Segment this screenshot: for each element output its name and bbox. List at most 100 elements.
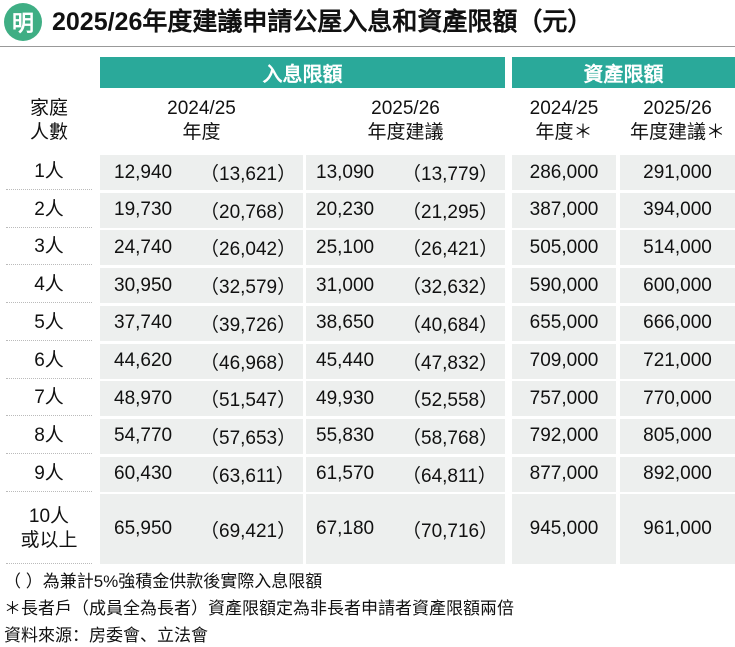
- column-header-line: 2024/25: [529, 98, 599, 119]
- asset-limit: 721,000: [643, 350, 712, 371]
- asset-limit: 655,000: [529, 312, 599, 334]
- asset-limit: 805,000: [643, 425, 712, 447]
- income-cell: 45,440 （47,832）: [306, 343, 505, 379]
- income-cell: 61,570 （64,811）: [306, 456, 505, 492]
- asset-limit: 945,000: [529, 518, 599, 540]
- income-cell: 19,730 （20,768）: [100, 192, 303, 228]
- income-cell: 38,650 （40,684）: [306, 305, 505, 341]
- income-limit: 38,650: [316, 312, 375, 334]
- asset-cell: 945,000: [512, 494, 616, 565]
- income-limit-with-mpf: （13,621）: [200, 164, 297, 185]
- column-header-line: 2025/26: [371, 98, 440, 119]
- asset-limit: 877,000: [529, 463, 599, 485]
- income-limit-with-mpf: （13,779）: [402, 164, 499, 185]
- asset-limit: 757,000: [529, 387, 599, 409]
- income-limit-with-mpf: （46,968）: [200, 352, 297, 374]
- income-limit: 54,770: [114, 425, 173, 447]
- column-header-line: 年度: [182, 122, 221, 143]
- income-cell: 30,950 （32,579）: [100, 268, 303, 304]
- asset-limit: 709,000: [529, 350, 599, 371]
- income-cell: 37,740 （39,726）: [100, 305, 303, 341]
- income-limit: 65,950: [114, 518, 173, 540]
- row-label: 10人 或以上: [6, 494, 92, 565]
- row-label: 5人: [6, 306, 92, 341]
- asset-limit: 394,000: [643, 199, 712, 221]
- income-limit-with-mpf: （32,579）: [200, 277, 297, 299]
- column-header: 2025/26 年度建議: [306, 92, 505, 150]
- footnote: 資料來源：房委會、立法會: [4, 621, 729, 647]
- income-cell: 65,950 （69,421）: [100, 494, 303, 565]
- column-header-line: 家庭: [29, 98, 68, 119]
- column-header: 2025/26 年度建議＊: [620, 92, 735, 150]
- asset-cell: 805,000: [620, 418, 735, 454]
- income-cell: 55,830 （58,768）: [306, 418, 505, 454]
- income-limit: 13,090: [316, 161, 375, 183]
- column-header-line: 年度＊: [535, 122, 593, 143]
- income-cell: 20,230 （21,295）: [306, 192, 505, 228]
- asset-cell: 961,000: [620, 494, 735, 565]
- row-label-line: 9人: [34, 462, 64, 484]
- row-label: 2人: [6, 193, 92, 228]
- income-limit: 30,950: [114, 274, 173, 296]
- asset-cell: 655,000: [512, 305, 616, 341]
- asset-limit: 600,000: [643, 274, 712, 296]
- asset-cell: 505,000: [512, 230, 616, 266]
- income-cell: 44,620 （46,968）: [100, 343, 303, 379]
- income-limit-with-mpf: （39,726）: [200, 314, 297, 336]
- asset-cell: 590,000: [512, 268, 616, 304]
- divider: [0, 46, 735, 47]
- asset-cell: 394,000: [620, 192, 735, 228]
- footnote: （ ）為兼計5%強積金供款後實際入息限額: [4, 567, 729, 593]
- income-limit: 12,940: [114, 161, 173, 183]
- income-cell: 67,180 （70,716）: [306, 494, 505, 565]
- group-header: 資產限額: [512, 57, 735, 88]
- income-limit-with-mpf: （58,768）: [402, 427, 499, 449]
- row-label: 6人: [6, 344, 92, 379]
- group-header-text: 資產限額: [583, 64, 664, 86]
- income-cell: 31,000 （32,632）: [306, 268, 505, 304]
- income-limit-with-mpf: （52,558）: [402, 390, 499, 412]
- income-limit: 20,230: [316, 199, 375, 221]
- income-cell: 24,740 （26,042）: [100, 230, 303, 266]
- income-limit-with-mpf: （26,042）: [200, 239, 297, 261]
- income-cell: 54,770 （57,653）: [100, 418, 303, 454]
- asset-cell: 291,000: [620, 155, 735, 190]
- income-cell: 48,970 （51,547）: [100, 381, 303, 417]
- row-label-line: 7人: [34, 387, 64, 409]
- row-label-line: 5人: [34, 311, 64, 333]
- asset-cell: 514,000: [620, 230, 735, 266]
- income-limit: 67,180: [316, 518, 375, 540]
- income-limit: 49,930: [316, 387, 375, 409]
- row-label-line: 2人: [34, 198, 64, 220]
- column-header-line: 2024/25: [167, 98, 236, 119]
- income-cell: 25,100 （26,421）: [306, 230, 505, 266]
- row-label-line: 6人: [34, 349, 64, 371]
- footnote: ＊長者戶（成員全為長者）資產限額定為非長者申請者資產限額兩倍: [4, 594, 729, 620]
- footnote-text: 資料來源：房委會、立法會: [4, 626, 208, 645]
- asset-cell: 709,000: [512, 343, 616, 379]
- row-label-line: 或以上: [20, 529, 78, 551]
- asset-cell: 286,000: [512, 155, 616, 190]
- income-limit: 25,100: [316, 236, 375, 258]
- income-limit-with-mpf: （47,832）: [402, 352, 499, 374]
- footnote-text: ＊長者戶（成員全為長者）資產限額定為非長者申請者資產限額兩倍: [4, 599, 514, 618]
- income-cell: 13,090 （13,779）: [306, 155, 505, 190]
- asset-cell: 877,000: [512, 456, 616, 492]
- income-limit-with-mpf: （26,421）: [402, 239, 499, 261]
- income-cell: 49,930 （52,558）: [306, 381, 505, 417]
- income-limit-with-mpf: （57,653）: [200, 427, 297, 449]
- income-limit-with-mpf: （51,547）: [200, 390, 297, 412]
- asset-limit: 590,000: [529, 274, 599, 296]
- asset-limit: 892,000: [643, 463, 712, 485]
- group-header-text: 入息限額: [262, 64, 343, 86]
- asset-limit: 291,000: [643, 161, 712, 183]
- column-header-line: 年度建議＊: [629, 122, 725, 143]
- row-label-line: 1人: [34, 161, 64, 182]
- column-header: 2024/25 年度: [100, 92, 303, 150]
- asset-cell: 600,000: [620, 268, 735, 304]
- asset-limit: 961,000: [643, 518, 712, 540]
- income-limit-with-mpf: （32,632）: [402, 277, 499, 299]
- row-label: 8人: [6, 419, 92, 454]
- income-limit-with-mpf: （20,768）: [200, 201, 297, 223]
